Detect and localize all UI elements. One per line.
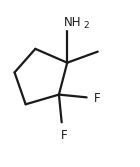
Text: F: F [60, 129, 67, 142]
Text: F: F [94, 92, 100, 105]
Text: 2: 2 [84, 21, 89, 30]
Text: NH: NH [64, 16, 81, 29]
